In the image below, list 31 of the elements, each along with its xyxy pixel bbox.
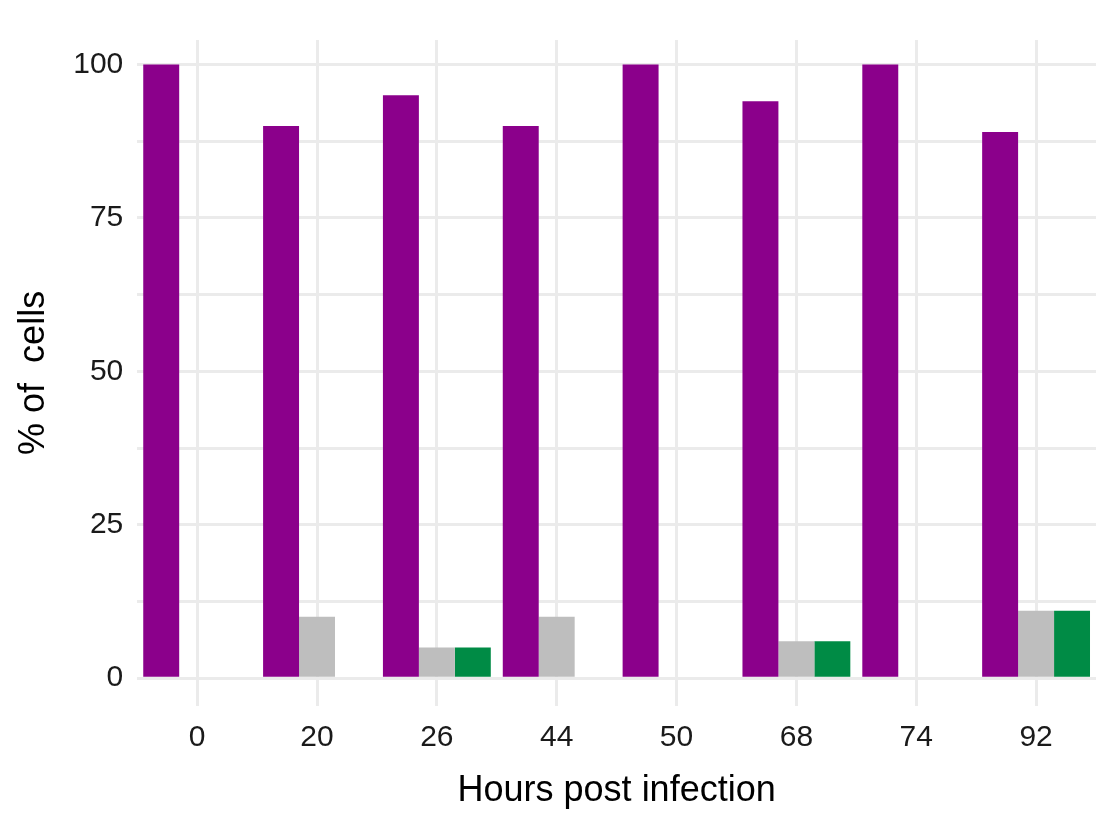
- x-axis-title: Hours post infection: [457, 768, 776, 810]
- bar: [742, 101, 779, 677]
- bar: [418, 647, 455, 677]
- x-tick-label: 26: [420, 719, 454, 753]
- y-tick-label: 50: [89, 352, 124, 386]
- bar: [502, 125, 539, 677]
- bar: [263, 125, 300, 677]
- bar: [1054, 610, 1091, 677]
- y-axis-title: % of cells: [10, 290, 52, 455]
- bar: [778, 641, 815, 677]
- bar: [814, 641, 851, 677]
- x-tick-label: 68: [779, 719, 814, 753]
- x-tick-label: 74: [899, 719, 933, 753]
- y-tick-label: 0: [106, 659, 124, 693]
- bar: [982, 132, 1019, 677]
- bar: [299, 616, 335, 677]
- x-tick-label: 44: [540, 719, 574, 753]
- bar: [622, 64, 659, 677]
- x-tick-label: 0: [188, 719, 206, 753]
- bar: [382, 95, 419, 677]
- y-tick-label: 100: [73, 45, 124, 79]
- y-tick-label: 75: [89, 199, 124, 233]
- bar: [862, 64, 899, 677]
- y-tick-label: 25: [89, 506, 124, 540]
- bar: [538, 616, 575, 677]
- x-tick-label: 50: [659, 719, 694, 753]
- bar: [1018, 610, 1055, 677]
- bar: [143, 64, 180, 677]
- x-tick-label: 20: [300, 719, 334, 753]
- bar: [454, 647, 491, 677]
- x-tick-label: 92: [1019, 719, 1053, 753]
